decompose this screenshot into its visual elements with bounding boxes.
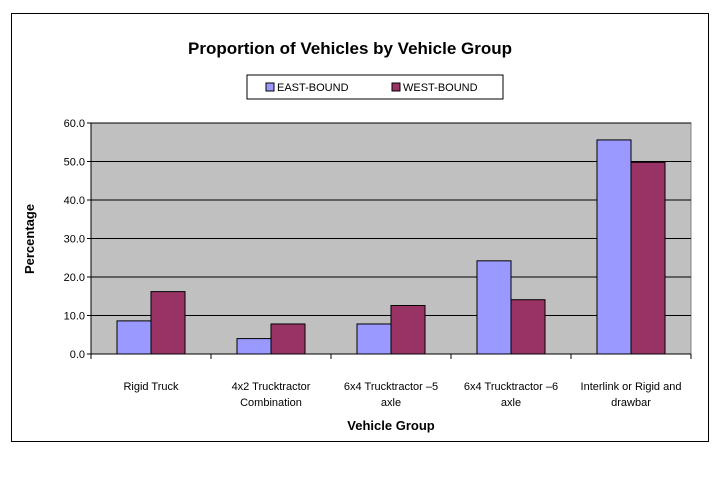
y-tick-label: 50.0: [64, 157, 85, 169]
x-category-label: Combination: [240, 397, 302, 409]
legend-swatch-west: [391, 82, 401, 92]
y-tick-labels: 0.0 10.0 20.0 30.0 40.0 50.0 60.0: [64, 118, 85, 361]
bar-chart: Proportion of Vehicles by Vehicle Group …: [22, 39, 692, 433]
axes: [87, 122, 692, 359]
x-category-label: 4x2 Trucktractor: [232, 381, 311, 393]
y-tick-label: 30.0: [64, 234, 85, 246]
legend: EAST-BOUND WEST-BOUND: [246, 74, 504, 100]
y-tick-label: 0.0: [70, 349, 85, 361]
legend-label-east: EAST-BOUND: [277, 82, 349, 94]
bar-east-bound: [356, 323, 392, 355]
bars: [116, 139, 666, 355]
legend-swatch-east: [265, 82, 275, 92]
legend-box: [246, 74, 504, 100]
x-category-label: Rigid Truck: [123, 381, 179, 393]
legend-label-west: WEST-BOUND: [403, 82, 478, 94]
bar-east-bound: [476, 260, 512, 355]
chart-frame: Proportion of Vehicles by Vehicle Group …: [11, 13, 709, 442]
chart-title: Proportion of Vehicles by Vehicle Group: [188, 39, 512, 58]
x-category-labels: Rigid Truck 4x2 Trucktractor Combination 6x…: [123, 381, 681, 409]
x-category-label: Interlink or Rigid and: [581, 381, 682, 393]
bar-west-bound: [270, 323, 306, 355]
x-category-label: drawbar: [611, 397, 651, 409]
x-category-label: 6x4 Trucktractor –6: [464, 381, 558, 393]
y-tick-label: 40.0: [64, 195, 85, 207]
bar-west-bound: [510, 299, 546, 355]
x-axis-title: Vehicle Group: [347, 418, 434, 433]
x-category-label: 6x4 Trucktractor –5: [344, 381, 438, 393]
y-tick-label: 60.0: [64, 118, 85, 130]
x-category-label: axle: [501, 397, 521, 409]
bar-east-bound: [596, 139, 632, 355]
y-tick-label: 20.0: [64, 272, 85, 284]
bar-east-bound: [116, 320, 152, 355]
y-tick-label: 10.0: [64, 311, 85, 323]
bar-east-bound: [236, 338, 272, 355]
gridlines: [91, 122, 691, 316]
bar-west-bound: [390, 304, 426, 355]
bar-west-bound: [150, 291, 186, 355]
y-axis-title: Percentage: [22, 204, 37, 274]
x-category-label: axle: [381, 397, 401, 409]
bar-west-bound: [630, 161, 666, 355]
